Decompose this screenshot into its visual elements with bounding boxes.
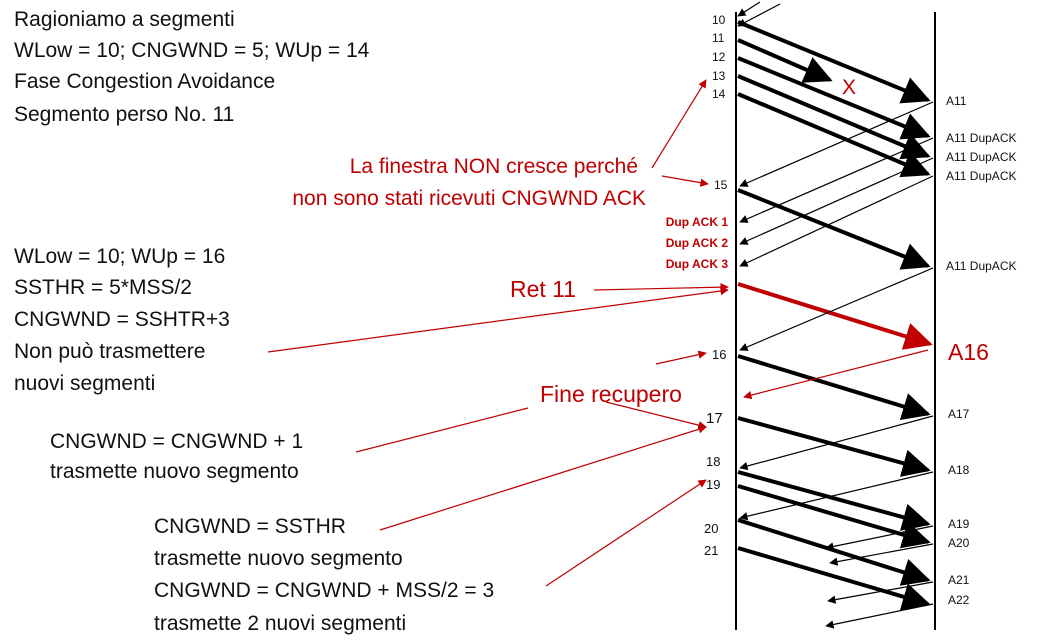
segment-label: 20 [704, 521, 718, 536]
ack-a17 [739, 415, 934, 471]
ack-label: A19 [948, 517, 970, 531]
segment-label: 11 [712, 31, 725, 45]
ack16-label: A16 [948, 339, 989, 365]
note-line: trasmette 2 nuovi segmenti [154, 612, 406, 635]
ack-dup4 [739, 267, 934, 351]
segment-label: 21 [704, 543, 718, 558]
segment-label: 17 [706, 410, 723, 427]
ack-label: A11 DupACK [946, 169, 1016, 183]
arrow-window-to-13 [651, 79, 707, 169]
segment-label: 10 [712, 13, 726, 27]
segment-16 [737, 354, 931, 421]
segment-14 [737, 92, 931, 178]
dup-ack-label: Dup ACK 1 [666, 215, 729, 229]
note-line: trasmette nuovo segmento [50, 460, 299, 483]
receiver-ack-labels: A11 A11 DupACK A11 DupACK A11 DupACK A11… [946, 94, 1016, 607]
arrow-16 [655, 350, 707, 365]
note-line: Non può trasmettere [14, 340, 205, 363]
ack-label: A22 [948, 593, 970, 607]
segment-label: 15 [714, 178, 728, 192]
ack-label: A17 [948, 407, 970, 421]
arrow-to-17 [605, 401, 707, 430]
note-line: Segmento perso No. 11 [14, 103, 234, 126]
segment-13 [737, 74, 931, 160]
segment-19 [737, 484, 931, 549]
note-line: SSTHR = 5*MSS/2 [14, 276, 192, 299]
ack-lines [737, 1, 934, 629]
note-line: Fase Congestion Avoidance [14, 70, 275, 93]
note-line: Ragioniamo a segmenti [14, 8, 235, 31]
arrow-two-segments [545, 479, 707, 587]
segment-17 [737, 416, 931, 477]
segment-11-lost [737, 38, 833, 83]
annotation-arrows [267, 79, 929, 587]
sender-segment-labels: 10 11 12 13 14 15 16 17 18 19 20 21 [704, 13, 728, 558]
ack-label: A11 DupACK [946, 131, 1016, 145]
segment-label: 16 [712, 347, 726, 362]
ack-dup1 [739, 137, 934, 223]
note-line: WLow = 10; WUp = 16 [14, 245, 225, 268]
segment-15 [737, 188, 931, 270]
segment-label: 18 [706, 454, 720, 469]
red-notes: La finestra NON cresce perché non sono s… [292, 76, 989, 407]
arrow-ssthr [379, 425, 707, 531]
ack-a22 [825, 603, 934, 629]
note-line: CNGWND = SSTHR [154, 515, 346, 538]
segment-21 [737, 546, 931, 611]
segment-label: 13 [712, 69, 726, 83]
arrow-fine-recupero [743, 349, 929, 400]
segment-10 [737, 20, 931, 104]
ack-a19 [825, 525, 934, 551]
arrow-ret11 [593, 282, 729, 292]
ack-dup3 [739, 175, 934, 267]
note-line: CNGWND = SSHTR+3 [14, 308, 230, 331]
ack-a11-to-15 [739, 101, 934, 187]
arrow-cngwnd-plus1 [355, 407, 529, 453]
ack-dup2 [739, 157, 934, 245]
ack-top-2 [737, 3, 781, 27]
segment-18 [737, 470, 931, 531]
ack-label: A18 [948, 463, 970, 477]
arrow-nontrasmette [267, 286, 729, 353]
window-note-line2: non sono stati ricevuti CNGWND ACK [292, 187, 646, 210]
segment-label: 14 [712, 87, 726, 101]
ack-label: A11 DupACK [946, 150, 1016, 164]
note-line: nuovi segmenti [14, 372, 155, 395]
segment-12 [737, 56, 931, 140]
dup-ack-label: Dup ACK 2 [666, 236, 729, 250]
arrow-window-to-15 [661, 175, 709, 187]
recovery-end-label: Fine recupero [540, 381, 682, 407]
ack-a20 [829, 543, 934, 566]
note-line: WLow = 10; CNGWND = 5; WUp = 14 [14, 39, 370, 62]
ack-label: A11 [946, 94, 967, 108]
dup-ack-label: Dup ACK 3 [666, 257, 729, 271]
ack-label: A21 [948, 573, 970, 587]
note-line: trasmette nuovo segmento [154, 547, 403, 570]
segment-label: 19 [706, 477, 720, 492]
left-notes: Ragioniamo a segmenti WLow = 10; CNGWND … [14, 8, 494, 635]
ack-label: A20 [948, 536, 970, 550]
note-line: CNGWND = CNGWND + 1 [50, 430, 303, 453]
window-note-line1: La finestra NON cresce perché [350, 155, 638, 178]
retransmit-label: Ret 11 [510, 276, 576, 302]
ack-a18 [739, 471, 934, 521]
ack-a21 [827, 581, 934, 604]
loss-mark: X [842, 76, 856, 99]
segment-label: 12 [712, 50, 726, 64]
retransmit-11-arrow [737, 282, 933, 350]
ack-top-1 [737, 1, 761, 17]
note-line: CNGWND = CNGWND + MSS/2 = 3 [154, 579, 494, 602]
ack-label: A11 DupACK [946, 259, 1016, 273]
dup-ack-labels: Dup ACK 1 Dup ACK 2 Dup ACK 3 [666, 215, 729, 271]
